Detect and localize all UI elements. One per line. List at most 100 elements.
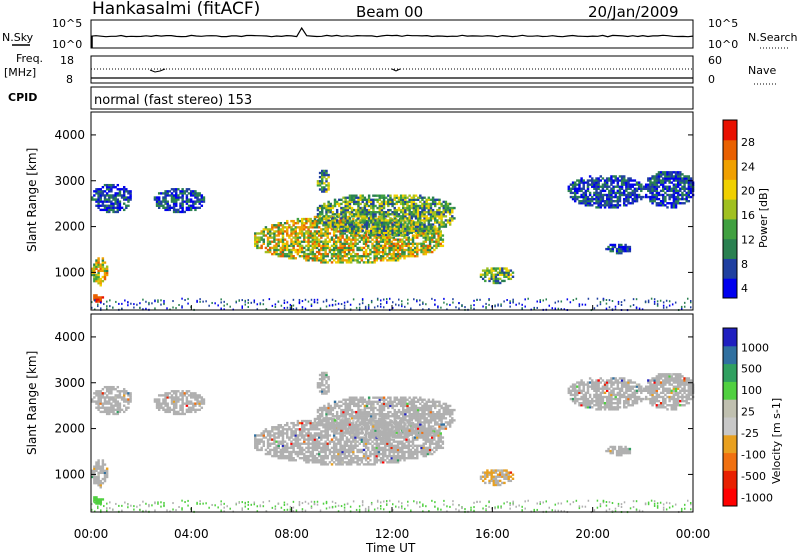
power-cell — [386, 252, 389, 256]
velocity-cell — [112, 385, 115, 389]
power-cell — [507, 273, 510, 276]
power-cell — [298, 242, 302, 245]
power-noise — [211, 301, 213, 304]
power-cell — [393, 217, 396, 220]
power-cell — [296, 252, 300, 256]
power-cell — [427, 196, 431, 199]
power-cell — [601, 185, 605, 188]
power-cell — [194, 208, 197, 212]
power-cell — [571, 187, 575, 190]
power-cell — [610, 193, 613, 197]
velocity-cell — [315, 424, 319, 427]
power-cell — [670, 189, 673, 193]
power-noise — [217, 304, 219, 307]
power-cell — [290, 250, 293, 254]
power-cell — [416, 244, 419, 248]
velocity-cell — [99, 481, 102, 485]
velocity-cell — [266, 434, 270, 437]
velocity-cell — [320, 454, 323, 458]
power-cell — [631, 189, 634, 193]
power-noise — [572, 299, 575, 302]
velocity-cell — [339, 436, 342, 439]
velocity-cell — [99, 500, 102, 503]
power-cell — [277, 224, 280, 227]
power-cell — [315, 232, 319, 235]
velocity-cell — [311, 421, 315, 425]
power-cell — [105, 267, 109, 270]
velocity-cell — [277, 446, 280, 450]
velocity-cell — [362, 463, 366, 466]
power-cell — [160, 204, 163, 207]
power-cell — [194, 206, 197, 210]
power-noise — [557, 300, 560, 303]
power-cell — [610, 187, 613, 190]
power-cell — [125, 204, 128, 207]
power-cell — [657, 173, 661, 176]
power-cell — [357, 202, 360, 206]
power-cell — [168, 208, 172, 212]
velocity-cell — [307, 461, 310, 464]
power-cell — [196, 196, 199, 199]
power-cell — [313, 255, 317, 258]
power-cell — [340, 208, 343, 212]
power-cell — [627, 197, 630, 201]
power-cell — [446, 206, 450, 210]
power-cell — [364, 219, 368, 223]
power-cell — [399, 215, 403, 218]
power-cell — [610, 179, 613, 182]
power-cell — [321, 178, 324, 181]
velocity-cell — [296, 452, 300, 456]
velocity-cell — [311, 452, 315, 456]
power-cell — [103, 275, 107, 279]
power-cell — [335, 215, 339, 218]
velocity-cell — [286, 450, 289, 454]
velocity-cell — [307, 434, 310, 437]
power-cell — [99, 277, 102, 281]
power-cell — [437, 240, 440, 243]
power-cell — [582, 197, 585, 201]
power-cell — [576, 187, 579, 190]
velocity-cell — [311, 436, 315, 439]
power-cell — [352, 238, 355, 241]
velocity-cell — [337, 428, 340, 431]
power-cell — [360, 259, 364, 262]
power-cell — [440, 215, 443, 218]
power-noise — [187, 302, 189, 305]
power-cell — [424, 250, 428, 254]
velocity-cell — [335, 454, 338, 458]
power-cell — [413, 255, 417, 258]
power-cell — [325, 188, 328, 191]
velocity-cell — [324, 440, 327, 443]
power-cell — [200, 200, 204, 203]
velocity-cell — [337, 432, 340, 435]
power-cell — [421, 219, 424, 222]
power-cell — [620, 249, 623, 253]
velocity-cell — [256, 446, 259, 450]
power-noise — [220, 307, 222, 310]
power-cell — [164, 208, 167, 212]
power-cell — [509, 277, 513, 281]
power-cell — [260, 246, 263, 250]
power-cell — [382, 194, 386, 197]
power-cell — [260, 236, 263, 239]
power-cell — [601, 189, 605, 193]
velocity-cell — [381, 457, 385, 460]
power-cell — [346, 196, 350, 199]
power-cell — [618, 195, 622, 199]
velocity-cell — [116, 408, 120, 412]
power-cell — [384, 240, 387, 243]
velocity-cell — [384, 446, 387, 450]
power-cell — [189, 208, 193, 212]
power-cell — [429, 223, 433, 226]
power-cell — [333, 200, 337, 204]
velocity-cell — [277, 434, 280, 437]
velocity-cell — [392, 452, 396, 456]
velocity-cell — [275, 426, 278, 429]
power-cell — [397, 200, 401, 204]
freq-dip-1 — [149, 68, 166, 73]
velocity-cell — [196, 402, 199, 405]
velocity-cell — [318, 450, 321, 454]
power-cell — [294, 234, 297, 237]
power-cell — [332, 230, 336, 233]
power-cell — [384, 213, 388, 216]
